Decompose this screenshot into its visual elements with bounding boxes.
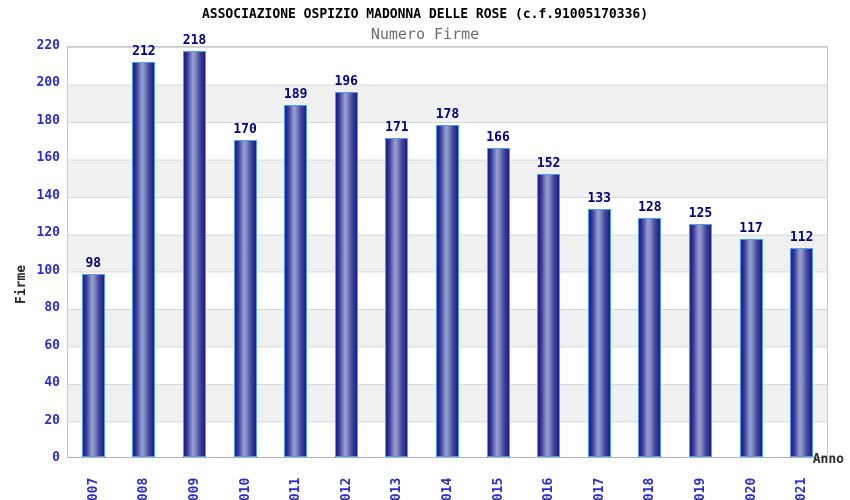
value-label-2018: 128: [638, 200, 662, 216]
bar-slot-2013: 171 2013: [372, 47, 423, 500]
x-tick-label-2014: 2014: [439, 477, 455, 500]
x-tick-wrap-2013: 2013: [372, 463, 423, 500]
bar-slot-2009: 218 2009: [169, 33, 220, 500]
value-label-2014: 178: [435, 107, 460, 123]
x-axis-label: Anno: [812, 452, 844, 467]
bar-2010: 170: [233, 122, 257, 457]
bar-2015: 166: [486, 130, 510, 457]
x-tick-wrap-2019: 2019: [675, 463, 726, 500]
value-label-2008: 212: [132, 43, 156, 59]
bar-2012: 196: [335, 74, 358, 457]
y-tick-label-140: 140: [36, 187, 60, 203]
bar-slot-2017: 133 2017: [574, 47, 625, 500]
bar-slot-2012: 196 2012: [321, 47, 372, 500]
value-label-2012: 196: [334, 73, 359, 89]
bar-slot-2015: 166 2015: [473, 47, 524, 500]
value-label-2011: 189: [283, 86, 308, 102]
bar-2007: 98: [81, 256, 105, 457]
bar-2020: 117: [739, 221, 763, 457]
y-tick-label-0: 0: [52, 450, 60, 465]
x-tick-label-2020: 2020: [743, 477, 759, 500]
chart-subtitle: Numero Firme: [370, 25, 480, 43]
plot-area: 98 2007 212 2008 218 2009 170 2010 189 2011 196 201…: [67, 33, 828, 500]
x-tick-label-2019: 2019: [692, 477, 708, 500]
bar-slot-2008: 212 2008: [119, 44, 170, 500]
y-tick-label-60: 60: [44, 337, 60, 353]
bar-slot-2010: 170 2010: [220, 47, 271, 500]
value-label-2019: 125: [688, 206, 713, 222]
bar-2021: 112: [790, 230, 813, 457]
bar-2013: 171: [385, 120, 409, 457]
x-tick-label-2013: 2013: [389, 477, 405, 500]
x-tick-wrap-2018: 2018: [625, 463, 676, 500]
x-tick-label-2007: 2007: [85, 477, 101, 500]
x-tick-wrap-2020: 2020: [726, 463, 777, 500]
y-axis-label: Firme: [14, 264, 29, 304]
value-label-2007: 98: [85, 256, 102, 272]
bar-slot-2016: 152 2016: [523, 47, 574, 500]
bar-2009: 218: [183, 33, 206, 457]
x-tick-label-2021: 2021: [794, 477, 810, 500]
y-tick-label-200: 200: [36, 75, 60, 91]
x-tick-wrap-2021: 2021: [776, 463, 827, 500]
x-tick-label-2011: 2011: [288, 477, 304, 500]
x-tick-wrap-2012: 2012: [321, 463, 372, 500]
bar-slot-2014: 178 2014: [422, 47, 473, 500]
x-tick-wrap-2017: 2017: [574, 463, 625, 500]
value-label-2017: 133: [587, 191, 611, 207]
value-label-2009: 218: [182, 32, 207, 48]
bar-slot-2011: 189 2011: [270, 47, 321, 500]
x-tick-wrap-2010: 2010: [220, 463, 271, 500]
value-label-2015: 166: [486, 129, 510, 145]
y-tick-label-80: 80: [44, 300, 60, 316]
x-tick-wrap-2008: 2008: [119, 463, 170, 500]
y-tick-label-40: 40: [44, 375, 60, 391]
y-tick-label-220: 220: [36, 38, 60, 53]
x-tick-label-2008: 2008: [136, 477, 152, 500]
value-label-2010: 170: [233, 122, 257, 138]
x-tick-wrap-2009: 2009: [169, 463, 220, 500]
x-tick-label-2016: 2016: [541, 477, 557, 500]
y-tick-label-20: 20: [44, 412, 60, 428]
bar-2016: 152: [537, 156, 560, 457]
y-tick-label-160: 160: [36, 150, 60, 166]
x-tick-wrap-2007: 2007: [68, 463, 119, 500]
value-label-2020: 117: [739, 220, 763, 236]
y-tick-label-180: 180: [36, 112, 60, 128]
bar-slot-2018: 128 2018: [625, 47, 676, 500]
bar-2011: 189: [284, 87, 307, 457]
x-tick-label-2015: 2015: [490, 477, 506, 500]
x-tick-label-2018: 2018: [642, 477, 658, 500]
y-tick-label-100: 100: [36, 262, 60, 278]
x-tick-label-2012: 2012: [338, 477, 354, 500]
x-tick-wrap-2016: 2016: [523, 463, 574, 500]
bar-2018: 128: [638, 200, 662, 457]
bar-slot-2007: 98 2007: [68, 47, 119, 500]
bar-2008: 212: [132, 44, 156, 457]
value-label-2013: 171: [385, 120, 409, 136]
bar-2019: 125: [689, 206, 712, 457]
y-tick-label-120: 120: [36, 225, 60, 241]
x-tick-wrap-2014: 2014: [422, 463, 473, 500]
x-tick-label-2017: 2017: [591, 477, 607, 500]
bar-2014: 178: [436, 107, 459, 457]
value-label-2016: 152: [536, 155, 561, 171]
bar-slot-2019: 125 2019: [675, 47, 726, 500]
x-tick-wrap-2011: 2011: [270, 463, 321, 500]
x-tick-wrap-2015: 2015: [473, 463, 524, 500]
x-tick-label-2009: 2009: [186, 477, 202, 500]
chart-title: ASSOCIAZIONE OSPIZIO MADONNA DELLE ROSE …: [201, 7, 649, 22]
x-tick-label-2010: 2010: [237, 477, 253, 500]
value-label-2021: 112: [789, 230, 814, 246]
bar-slot-2020: 117 2020: [726, 47, 777, 500]
bar-slot-2021: 112 2021: [776, 47, 827, 500]
bar-2017: 133: [587, 191, 611, 457]
